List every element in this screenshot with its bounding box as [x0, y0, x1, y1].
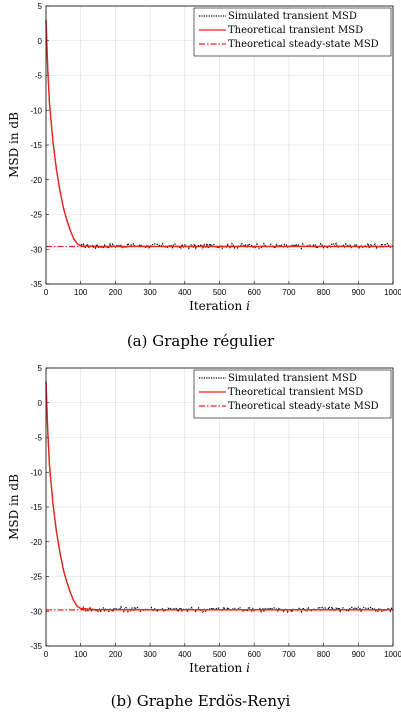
legend-label-0: Simulated transient MSD — [228, 11, 357, 22]
chart-panel-b: 0 100 200 300 400 500 600 700 800 900 1000 5 0 -5 -10 -… — [0, 362, 401, 722]
series-line-1 — [45, 381, 393, 611]
x-tick-label: 900 — [352, 650, 366, 659]
x-axis-variable: i — [246, 299, 250, 313]
x-tick-label: 100 — [74, 650, 88, 659]
y-tick-label: -10 — [30, 106, 42, 115]
legend-label-2: Theoretical steady-state MSD — [228, 39, 379, 50]
x-tick-label: 300 — [143, 650, 157, 659]
legend-label-1: Theoretical transient MSD — [228, 387, 363, 398]
y-tick-label: -20 — [30, 176, 42, 185]
tick-labels: 0 100 200 300 400 500 600 700 800 900 1000 5 0 -5 -10 -… — [30, 364, 401, 659]
axes-box — [45, 5, 394, 285]
x-tick-label: 400 — [178, 288, 192, 297]
y-tick-label: -30 — [30, 607, 42, 616]
y-tick-label: -25 — [30, 211, 42, 220]
chart-panel-a: 0 100 200 300 400 500 600 700 800 900 1000 5 0 -5 -10 -… — [0, 0, 401, 360]
y-tick-label: -35 — [30, 280, 42, 289]
x-tick-label: 800 — [317, 288, 331, 297]
y-tick-label: 5 — [38, 2, 43, 11]
y-tick-label: -10 — [30, 468, 42, 477]
y-tick-label: -25 — [30, 573, 42, 582]
x-tick-label: 600 — [248, 288, 262, 297]
x-tick-label: 300 — [143, 288, 157, 297]
axes-box — [45, 367, 394, 647]
x-axis-variable: i — [246, 661, 250, 675]
legend: Simulated transient MSD Theoretical trans… — [193, 7, 392, 57]
y-tick-label: -5 — [35, 434, 43, 443]
x-tick-label: 900 — [352, 288, 366, 297]
legend-label-0: Simulated transient MSD — [228, 373, 357, 384]
caption-b: (b) Graphe Erdös-Renyi — [110, 692, 291, 710]
y-axis-label: MSD in dB — [7, 112, 21, 178]
x-tick-label: 500 — [213, 288, 227, 297]
legend-box — [193, 7, 392, 57]
legend-label-1: Theoretical transient MSD — [228, 25, 363, 36]
x-tick-label: 1000 — [384, 288, 401, 297]
x-tick-label: 700 — [282, 650, 296, 659]
x-tick-label: 100 — [74, 288, 88, 297]
x-tick-label: 400 — [178, 650, 192, 659]
x-tick-label: 200 — [109, 650, 123, 659]
series-line-1 — [45, 19, 393, 248]
tick-labels: 0 100 200 300 400 500 600 700 800 900 1000 5 0 -5 -10 -… — [30, 2, 401, 297]
x-tick-label: 800 — [317, 650, 331, 659]
caption-a: (a) Graphe régulier — [126, 332, 275, 350]
x-tick-label: 1000 — [384, 650, 401, 659]
x-tick-label: 200 — [109, 288, 123, 297]
x-tick-label: 500 — [213, 650, 227, 659]
x-tick-label: 700 — [282, 288, 296, 297]
legend-box — [193, 369, 392, 419]
x-axis-label: Iteration i — [189, 661, 250, 675]
y-tick-label: 0 — [38, 37, 43, 46]
y-axis-label: MSD in dB — [7, 474, 21, 540]
y-tick-label: -15 — [30, 503, 42, 512]
legend-label-2: Theoretical steady-state MSD — [228, 401, 379, 412]
x-tick-label: 600 — [248, 650, 262, 659]
chart-a-svg: 0 100 200 300 400 500 600 700 800 900 1000 5 0 -5 -10 -… — [7, 2, 401, 313]
y-tick-label: 5 — [38, 364, 43, 373]
y-tick-label: -20 — [30, 538, 42, 547]
y-tick-label: -5 — [35, 72, 43, 81]
chart-b-svg: 0 100 200 300 400 500 600 700 800 900 1000 5 0 -5 -10 -… — [7, 364, 401, 675]
y-tick-label: -30 — [30, 245, 42, 254]
legend: Simulated transient MSD Theoretical trans… — [193, 369, 392, 419]
x-tick-label: 0 — [44, 288, 49, 297]
y-tick-label: 0 — [38, 399, 43, 408]
x-axis-label: Iteration i — [189, 299, 250, 313]
y-tick-label: -35 — [30, 642, 42, 651]
y-tick-label: -15 — [30, 141, 42, 150]
x-tick-label: 0 — [44, 650, 49, 659]
